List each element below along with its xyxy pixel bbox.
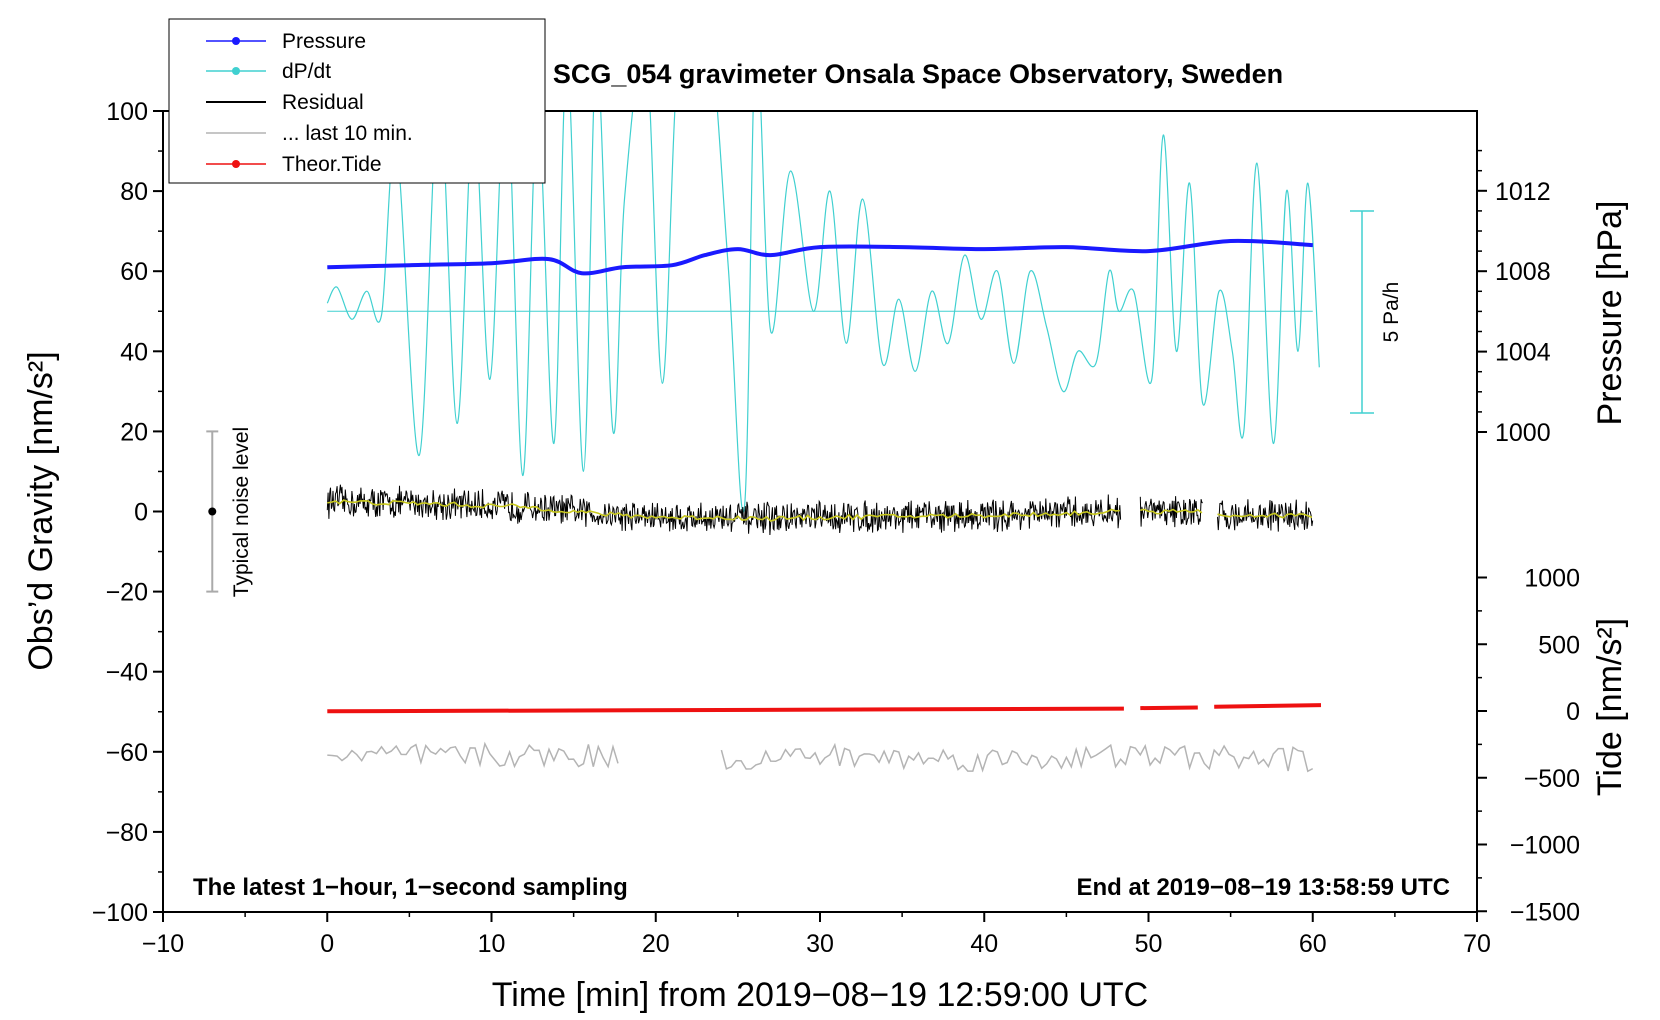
y-left-tick-label-0: 100 [106,98,148,126]
axes: −10 0 10 20 30 40 50 60 70100806040200−20−40−60−… [92,98,1580,958]
pressure-tick-label-0: 1000 [1495,419,1551,447]
y-axis-title-tide: Tide [nm/s²] [1591,618,1629,796]
legend-label-pressure: Pressure [282,30,366,53]
tide-tick-label-2: 0 [1566,698,1580,726]
noise-level-dot [208,507,217,516]
chart-title: SCG_054 gravimeter Onsala Space Observat… [553,59,1283,89]
x-tick-label-5: 40 [970,930,998,958]
note-sampling: The latest 1−hour, 1−second sampling [193,874,628,901]
y-left-tick-label-3: 40 [120,338,148,366]
legend-marker-1 [232,67,240,75]
pressure-curve [327,238,1313,276]
residual-smooth-segment-1 [327,499,1120,522]
note-end-time: End at 2019−08−19 13:58:59 UTC [1076,874,1450,901]
y-left-tick-label-5: 0 [134,499,148,527]
pressure-tick-label-3: 1012 [1495,178,1551,206]
dpdt-scale-label: 5 Pa/h [1380,282,1403,343]
theor-tide-segment-1 [327,706,1124,714]
theor-tide-segment-3 [1214,703,1322,709]
tide-tick-label-4: −1000 [1510,832,1580,860]
tide-tick-label-0: 1000 [1524,565,1580,593]
legend-label-dpdt: dP/dt [282,60,331,83]
x-tick-label-7: 60 [1299,930,1327,958]
residual-noise-segment-2 [1139,496,1203,528]
residual-noise-segment-1 [326,484,1122,536]
x-tick-label-4: 30 [806,930,834,958]
y-left-tick-label-4: 20 [120,418,148,446]
x-tick-label-0: −10 [142,930,184,958]
tide-tick-label-5: −1500 [1510,898,1580,926]
y-left-tick-label-8: −60 [106,739,148,767]
legend-label-last-10-min: ... last 10 min. [282,122,413,145]
legend-marker-4 [232,160,240,168]
legend-label-residual: Residual [282,91,364,114]
y-left-tick-label-2: 60 [120,258,148,286]
plot-clip-group [326,111,1322,773]
y-left-tick-label-9: −80 [106,819,148,847]
x-tick-label-2: 10 [478,930,506,958]
x-axis-title: Time [min] from 2019−08−19 12:59:00 UTC [492,976,1148,1014]
last-10-min-segment-1 [327,741,619,769]
tide-tick-label-1: 500 [1538,631,1580,659]
tide-tick-label-3: −500 [1524,765,1580,793]
pressure-tick-label-1: 1004 [1495,339,1551,367]
last-10-min-segment-2 [720,742,1314,773]
residual-smooth-segment-2 [1140,508,1203,515]
noise-level-label: Typical noise level [230,427,253,597]
y-axis-title-pressure: Pressure [hPa] [1591,201,1629,426]
y-axis-title-left: Obs’d Gravity [nm/s²] [22,351,60,670]
legend-label-theor-tide: Theor.Tide [282,153,382,176]
y-left-tick-label-7: −40 [106,659,148,687]
legend-marker-0 [232,37,240,45]
pressure-tick-label-2: 1008 [1495,258,1551,286]
x-tick-label-3: 20 [642,930,670,958]
y-left-tick-label-1: 80 [120,178,148,206]
theor-tide-segment-2 [1140,705,1198,711]
x-tick-label-1: 0 [320,930,334,958]
legend: Pressure dP/dt Residual ... last 10 min.… [168,18,546,184]
x-tick-label-8: 70 [1463,930,1491,958]
x-tick-label-6: 50 [1135,930,1163,958]
plot-area [206,111,1374,773]
y-left-tick-label-6: −20 [106,579,148,607]
plot-frame [162,110,1478,913]
y-left-tick-label-10: −100 [92,899,148,927]
residual-smooth-segment-3 [1217,512,1313,519]
